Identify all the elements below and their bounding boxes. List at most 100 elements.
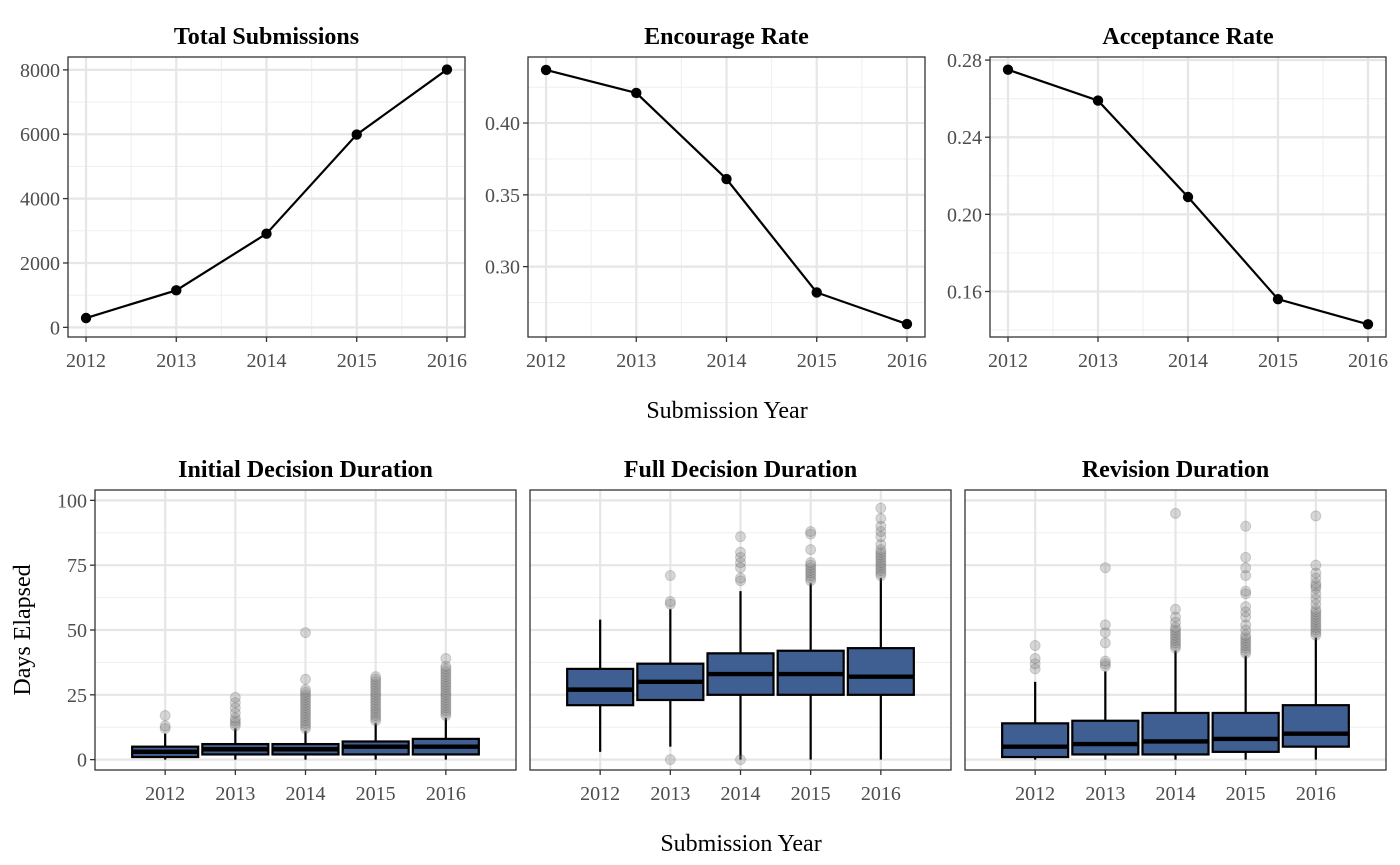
y-tick-label: 6000	[20, 124, 60, 146]
box-2016	[1281, 510, 1350, 760]
outlier-point	[440, 681, 452, 693]
x-tick-label: 2012	[988, 350, 1028, 372]
outlier-point	[805, 570, 817, 582]
box-2014	[1141, 507, 1210, 760]
outlier-point	[440, 665, 452, 677]
x-tick-label: 2012	[526, 350, 566, 372]
outlier-point	[300, 699, 311, 711]
outlier-point	[229, 712, 241, 724]
outlier-point	[440, 697, 452, 709]
outlier-point	[370, 715, 382, 727]
outlier-point	[1240, 570, 1252, 582]
outlier-point	[300, 627, 311, 639]
panel-title-acceptance: Acceptance Rate	[1102, 24, 1274, 50]
outlier-point	[229, 697, 241, 709]
outlier-point	[440, 689, 452, 701]
outlier-point	[735, 562, 746, 574]
outlier-point	[300, 720, 311, 732]
data-point	[351, 129, 362, 140]
outlier-point	[1170, 629, 1181, 641]
outlier-point	[159, 720, 171, 732]
outlier-point	[370, 689, 382, 701]
panel-title-encourage: Encourage Rate	[644, 24, 809, 50]
outlier-point	[370, 673, 382, 685]
outlier-point	[1310, 510, 1322, 522]
data-point	[1182, 191, 1194, 203]
outlier-point	[1240, 588, 1252, 600]
y-tick-label: 100	[57, 490, 87, 512]
panel-initial: Initial Decision Duration 0 25 50 75 100 2012 2…	[57, 457, 517, 805]
outlier-point	[1240, 645, 1252, 657]
outlier-point	[1240, 619, 1252, 631]
outlier-point	[229, 691, 241, 703]
box-2015	[1211, 520, 1280, 760]
outlier-point	[1310, 598, 1322, 610]
x-tick-label: 2016	[1348, 350, 1388, 372]
outlier-point	[300, 707, 311, 719]
x-tick-label: 2012	[580, 783, 620, 805]
outlier-point	[440, 663, 452, 675]
outlier-point	[805, 562, 817, 574]
outlier-point	[440, 686, 452, 698]
outlier-point	[300, 704, 311, 716]
outlier-point	[370, 694, 382, 706]
outlier-point	[1240, 551, 1252, 563]
x-tick-label: 2015	[337, 350, 377, 372]
data-point	[441, 64, 453, 75]
x-tick-label: 2015	[797, 350, 837, 372]
outlier-point	[440, 699, 452, 711]
outlier-point	[370, 704, 382, 716]
outlier-point	[159, 723, 171, 735]
outlier-point	[664, 598, 676, 610]
outlier-point	[805, 559, 817, 571]
panel-full: Full Decision Duration 2012 2013 2014 2015 20…	[529, 457, 952, 805]
panel-acceptance: Acceptance Rate 0.16 0.20 0.24 0.28 2012 2013 2…	[947, 24, 1388, 372]
outlier-point	[1310, 603, 1322, 615]
outlier-point	[300, 723, 311, 735]
outlier-point	[370, 712, 382, 724]
y-tick-label: 0.28	[947, 50, 982, 72]
outlier-point	[1170, 616, 1181, 628]
y-tick-label: 0	[77, 750, 87, 772]
x-tick-label: 2016	[426, 783, 466, 805]
outlier-point	[300, 697, 311, 709]
outlier-point	[1029, 653, 1041, 665]
outlier-point	[370, 697, 382, 709]
outlier-point	[805, 544, 817, 556]
box-2014	[706, 531, 775, 766]
outlier-point	[1310, 624, 1322, 636]
box-2013	[1071, 562, 1140, 760]
outlier-point	[875, 544, 887, 556]
outlier-point	[1310, 616, 1322, 628]
outlier-point	[1310, 559, 1322, 571]
outlier-point	[1240, 647, 1252, 659]
box-iqr	[1211, 711, 1280, 753]
outlier-point	[1170, 621, 1181, 633]
y-tick-label: 0.30	[485, 257, 520, 279]
data-point	[1362, 319, 1374, 330]
outlier-point	[875, 551, 887, 563]
x-tick-label: 2013	[650, 783, 690, 805]
outlier-point	[735, 572, 746, 584]
outlier-point	[1310, 572, 1322, 584]
x-tick-label: 2012	[1015, 783, 1055, 805]
outlier-point	[1170, 611, 1181, 623]
outlier-point	[300, 710, 311, 722]
x-axis-title-bottom: Submission Year	[660, 831, 821, 857]
outlier-point	[875, 520, 887, 532]
box-2013	[636, 570, 705, 766]
outlier-point	[1170, 642, 1181, 654]
outlier-point	[1310, 593, 1322, 605]
y-axis-title-bottom: Days Elapsed	[10, 564, 36, 695]
outlier-point	[1099, 627, 1111, 639]
data-point	[80, 312, 92, 324]
outlier-point	[875, 531, 887, 543]
x-tick-label: 2016	[1296, 783, 1336, 805]
outlier-point	[370, 676, 382, 688]
panel-title-total: Total Submissions	[174, 24, 359, 50]
outlier-point	[1310, 619, 1322, 631]
x-tick-label: 2012	[145, 783, 185, 805]
outlier-point	[1240, 562, 1252, 574]
data-point	[171, 285, 182, 296]
y-tick-label: 0.24	[947, 127, 982, 149]
